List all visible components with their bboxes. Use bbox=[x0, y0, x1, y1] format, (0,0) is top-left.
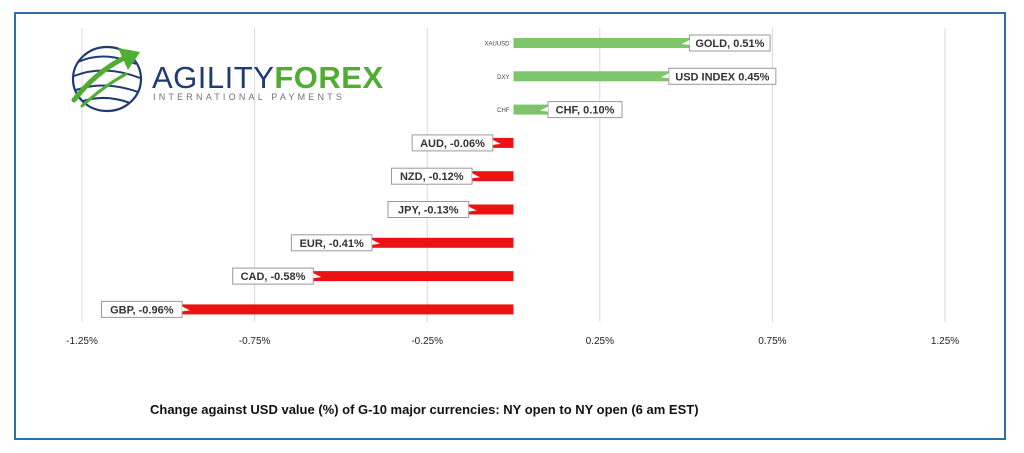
data-label-text: CAD, -0.58% bbox=[241, 271, 306, 283]
x-tick-label: -0.75% bbox=[239, 336, 271, 347]
x-tick-label: 0.75% bbox=[758, 336, 786, 347]
data-label-text: JPY, -0.13% bbox=[398, 205, 459, 217]
globe-icon bbox=[71, 45, 143, 113]
data-label-text: GOLD, 0.51% bbox=[695, 38, 764, 50]
bar-aud bbox=[492, 137, 514, 148]
data-label-text: NZD, -0.12% bbox=[400, 171, 464, 183]
data-label-jpy: JPY, -0.13% bbox=[387, 201, 477, 218]
data-label-pointer bbox=[472, 173, 481, 179]
data-label-pointer bbox=[371, 239, 380, 245]
category-label: XAUUSD bbox=[484, 42, 510, 48]
category-labels: XAUUSD DXY CHF bbox=[484, 42, 510, 115]
bar-dxy bbox=[513, 71, 669, 82]
data-label-pointer bbox=[540, 106, 549, 112]
category-label: CHF bbox=[497, 108, 510, 114]
logo-brand-part2: FOREX bbox=[274, 60, 383, 95]
x-tick-label: -0.25% bbox=[411, 336, 443, 347]
svg-text:AGILITYFOREX: AGILITYFOREX bbox=[152, 60, 384, 95]
bar-jpy bbox=[468, 204, 514, 215]
data-label-pointer bbox=[492, 139, 501, 145]
data-label-pointer bbox=[182, 306, 191, 312]
logo-brand-part1: AGILITY bbox=[152, 60, 274, 95]
bar-eur bbox=[371, 237, 514, 248]
data-label-gbp: GBP, -0.96% bbox=[101, 300, 191, 318]
data-label-text: EUR, -0.41% bbox=[300, 238, 364, 250]
logo-tagline: INTERNATIONAL PAYMENTS bbox=[153, 92, 345, 102]
category-label: DXY bbox=[497, 75, 509, 81]
data-label-text: GBP, -0.96% bbox=[110, 304, 174, 316]
data-label-chf: CHF, 0.10% bbox=[540, 101, 623, 119]
x-tick-label: -1.25% bbox=[66, 336, 98, 347]
data-label-cad: CAD, -0.58% bbox=[232, 267, 322, 285]
data-label-pointer bbox=[313, 273, 322, 279]
data-label-text: USD INDEX 0.45% bbox=[675, 71, 769, 83]
data-label-pointer bbox=[468, 206, 477, 212]
bars bbox=[182, 38, 690, 315]
bar-xauusd bbox=[513, 38, 690, 48]
data-label-aud: AUD, -0.06% bbox=[411, 134, 501, 152]
data-label-text: CHF, 0.10% bbox=[556, 105, 615, 117]
data-label-xauusd: GOLD, 0.51% bbox=[681, 34, 771, 52]
chart-caption: Change against USD value (%) of G-10 maj… bbox=[150, 402, 699, 417]
data-label-nzd: NZD, -0.12% bbox=[390, 167, 481, 185]
bar-cad bbox=[313, 271, 514, 282]
data-label-text: AUD, -0.06% bbox=[420, 138, 485, 150]
data-label-eur: EUR, -0.41% bbox=[290, 234, 380, 252]
data-label-dxy: USD INDEX 0.45% bbox=[660, 67, 777, 85]
x-tick-label: 1.25% bbox=[931, 336, 959, 347]
data-labels: GOLD, 0.51% USD INDEX 0.45% CHF, 0.10% AUD,… bbox=[101, 34, 777, 318]
x-tick-label: 0.25% bbox=[586, 336, 614, 347]
bar-nzd bbox=[472, 171, 514, 182]
x-axis-tick-labels: -1.25% -0.75% -0.25% 0.25% 0.75% 1.25% bbox=[66, 336, 959, 347]
agilityforex-logo: AGILITYFOREX INTERNATIONAL PAYMENTS bbox=[71, 45, 384, 113]
bar-chf bbox=[513, 104, 549, 115]
data-label-pointer bbox=[660, 73, 669, 79]
data-label-pointer bbox=[681, 40, 690, 45]
chart-frame bbox=[14, 12, 1006, 440]
bar-gbp bbox=[182, 304, 514, 315]
